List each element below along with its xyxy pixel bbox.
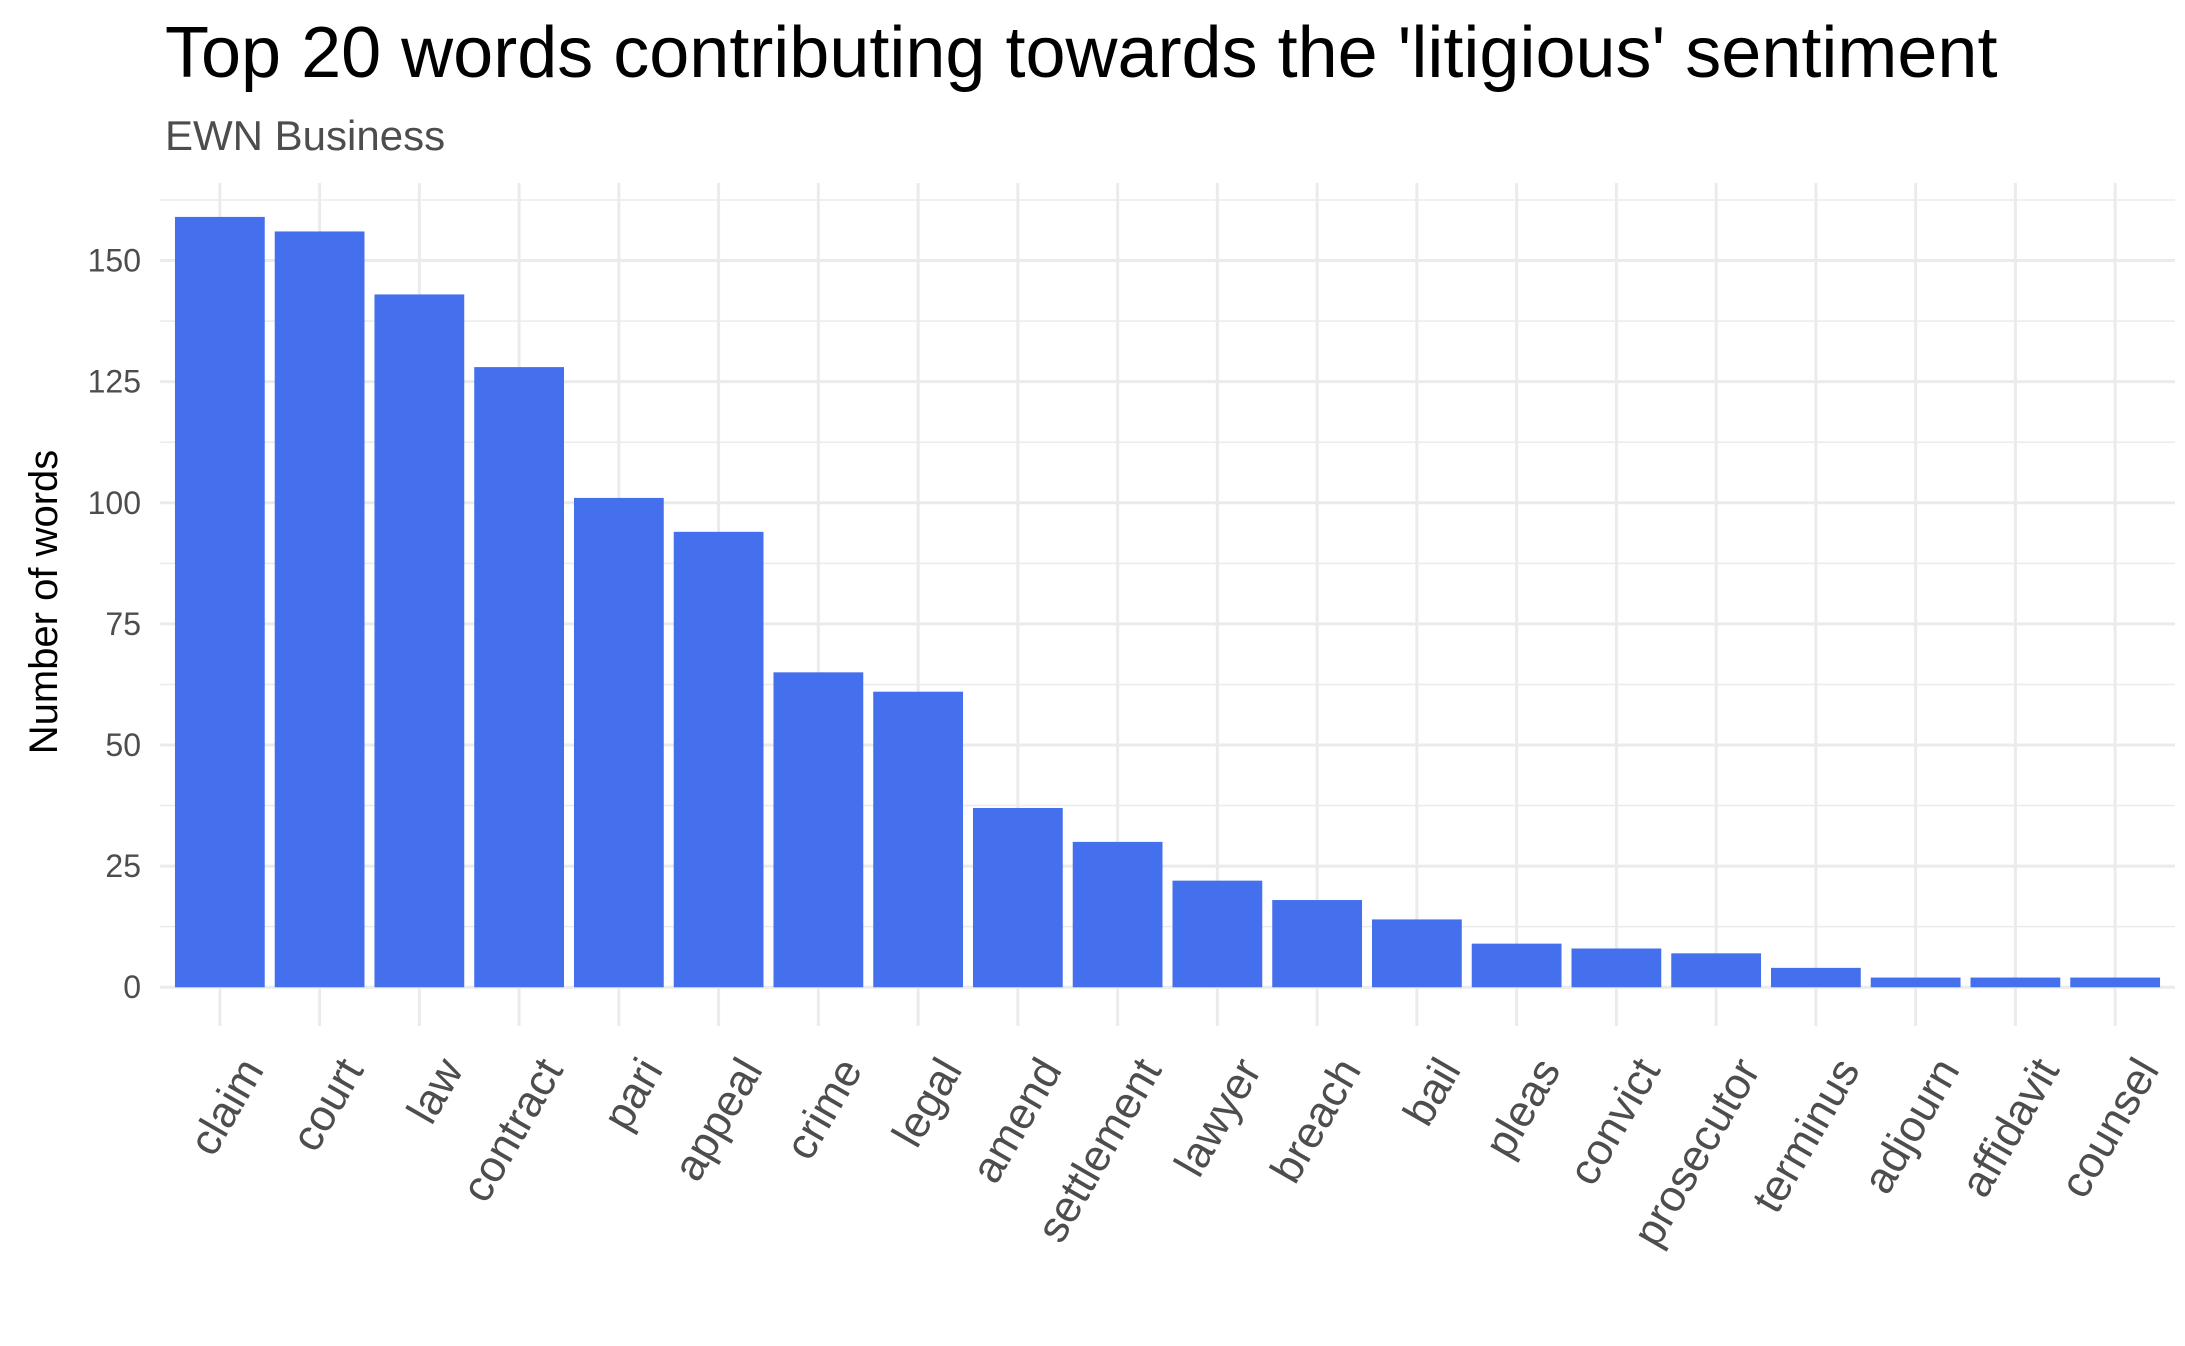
bar-counsel <box>2070 977 2161 988</box>
x-tick-label: pari <box>593 1050 672 1138</box>
y-tick-label: 25 <box>105 848 141 884</box>
chart-title: Top 20 words contributing towards the 'l… <box>165 13 1998 93</box>
x-tick-label: crime <box>776 1050 872 1168</box>
y-tick-label: 100 <box>88 485 141 521</box>
x-tick-label: breach <box>1261 1050 1371 1191</box>
bar-settlement <box>1072 841 1163 988</box>
chart-subtitle: EWN Business <box>165 112 446 159</box>
bar-amend <box>972 807 1063 988</box>
x-tick-label: appeal <box>664 1050 773 1189</box>
x-tick-label: legal <box>883 1050 972 1155</box>
bars <box>174 216 2161 988</box>
y-tick-label: 50 <box>105 727 141 763</box>
bar-convict <box>1571 948 1662 988</box>
x-tick-label: lawyer <box>1165 1050 1271 1185</box>
x-tick-label: law <box>398 1050 474 1132</box>
x-tick-label: claim <box>180 1050 274 1163</box>
bar-crime <box>773 672 864 988</box>
bar-pleas <box>1471 943 1562 988</box>
bar-pari <box>573 497 664 988</box>
bar-terminus <box>1771 967 1861 988</box>
bar-prosecutor <box>1671 953 1762 988</box>
x-tick-label: bail <box>1394 1050 1471 1134</box>
bar-appeal <box>673 531 764 988</box>
x-tick-label: amend <box>962 1050 1072 1191</box>
y-axis-ticks: 0 25 50 75 100 125 150 <box>88 243 141 1006</box>
bar-contract <box>474 367 564 988</box>
x-tick-label: convict <box>1559 1050 1670 1193</box>
bar-law <box>374 294 465 988</box>
bar-bail <box>1371 919 1462 988</box>
x-tick-label: pleas <box>1475 1050 1570 1166</box>
bar-court <box>274 231 365 988</box>
y-tick-label: 0 <box>123 969 141 1005</box>
y-tick-label: 150 <box>88 243 141 279</box>
y-axis-label: Number of words <box>22 450 66 755</box>
bar-legal <box>873 691 964 988</box>
bar-claim <box>174 216 265 988</box>
y-tick-label: 75 <box>105 606 141 642</box>
y-tick-label: 125 <box>88 364 141 400</box>
bar-adjourn <box>1870 977 1961 988</box>
bar-breach <box>1272 900 1363 988</box>
bar-affidavit <box>1970 977 2061 988</box>
x-tick-label: counsel <box>2051 1050 2169 1206</box>
x-tick-label: court <box>282 1050 373 1159</box>
bar-lawyer <box>1172 880 1263 988</box>
